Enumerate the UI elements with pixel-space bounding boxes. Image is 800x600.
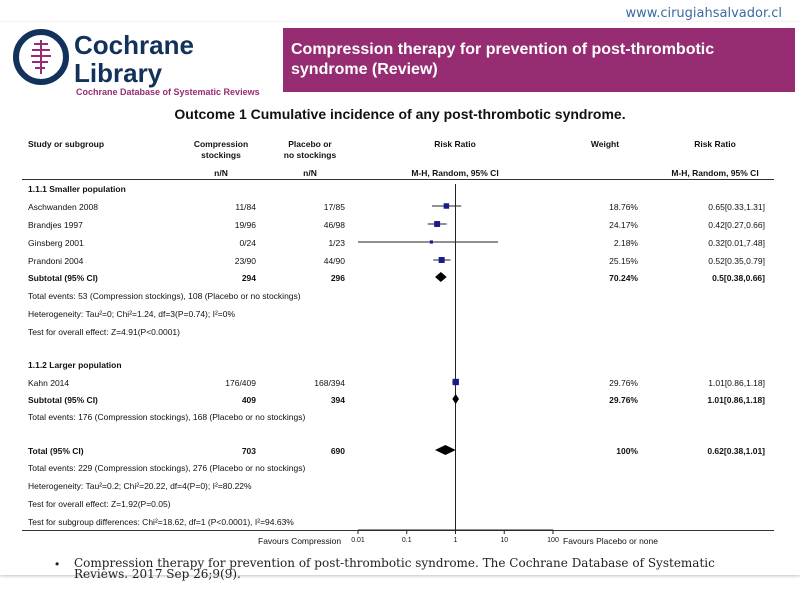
header-study: Study or subgroup [28,139,105,149]
cochrane-logo-icon [13,29,69,85]
ci-value: 1.01[0.86,1.18] [708,378,765,388]
study-name: Kahn 2014 [28,378,70,388]
watermark-text: www.cirugiahsalvador.cl [625,6,782,21]
header-comp-nN: n/N [214,168,228,178]
study-point-marker [443,203,450,209]
placebo-events: 46/98 [323,220,345,230]
x-axis-tick-label: 0.01 [351,537,365,544]
ci-value: 0.52[0.35,0.79] [708,256,765,266]
subtotal-ci: 0.5[0.38,0.66] [712,273,765,283]
total-note: Test for overall effect: Z=1.92(P=0.05) [28,499,171,509]
total-placebo: 690 [330,446,345,456]
review-title: Compression therapy for prevention of po… [291,41,715,78]
axis-right-label: Favours Placebo or none [563,536,658,546]
total-label: Total (95% CI) [28,446,84,456]
group-title: 1.1.1 Smaller population [28,184,126,194]
footnote-bullet: • [55,557,60,571]
placebo-events: 168/394 [314,378,345,388]
study-point-marker [434,221,441,227]
subtotal-diamond [435,272,447,282]
total-diamond [435,445,456,455]
outcome-title: Outcome 1 Cumulative incidence of any po… [174,106,626,122]
x-axis-tick-label: 1 [454,537,458,544]
header-placebo-nN: n/N [303,168,317,178]
review-title-banner: Compression therapy for prevention of po… [283,28,795,92]
header-method-ci: M-H, Random, 95% CI [671,168,759,178]
weight-value: 2.18% [613,238,638,248]
cochrane-logo: Cochrane Library Cochrane Database of Sy… [12,28,282,98]
logo-title-cochrane: Cochrane [74,30,194,60]
ci-value: 0.32[0.01,7.48] [708,238,765,248]
axis-left-label: Favours Compression [258,536,342,546]
group-note: Total events: 53 (Compression stockings)… [28,291,301,301]
comp-events: 11/84 [235,202,256,212]
header-weight: Weight [590,139,620,149]
study-name: Prandoni 2004 [28,256,84,266]
weight-value: 18.76% [609,202,638,212]
header-risk-ratio: Risk Ratio [434,139,476,149]
placebo-events: 17/85 [323,202,345,212]
subtotal-comp: 294 [241,273,256,283]
study-name: Ginsberg 2001 [28,238,84,248]
group-note: Total events: 176 (Compression stockings… [28,412,306,422]
footnote-citation: Compression therapy for prevention of po… [74,556,715,581]
subtotal-label: Subtotal (95% CI) [28,273,98,283]
subtotal-ci: 1.01[0.86,1.18] [707,395,765,405]
logo-title-library: Library [74,58,163,88]
header-placebo-line2: no stockings [283,150,337,160]
subtotal-placebo: 296 [330,273,345,283]
subtotal-label: Subtotal (95% CI) [28,395,98,405]
subtotal-comp: 409 [241,395,256,405]
header-comp-line2: stockings [201,150,241,160]
weight-value: 25.15% [609,256,638,266]
weight-value: 24.17% [609,220,638,230]
subtotal-diamond [452,394,460,404]
comp-events: 176/409 [225,378,256,388]
header-rule [22,179,774,180]
group-note: Heterogeneity: Tau²=0; Chi²=1.24, df=3(P… [28,309,236,319]
ci-value: 0.65[0.33,1.31] [708,202,765,212]
study-point-marker [452,378,459,386]
header-risk-ratio-ci: Risk Ratio [694,139,736,149]
figure-card [0,22,800,575]
comp-events: 19/96 [234,220,256,230]
total-weight: 100% [616,446,638,456]
header-placebo-line1: Placebo or [288,139,332,149]
study-name: Aschwanden 2008 [28,202,98,212]
study-name: Brandjes 1997 [28,220,83,230]
weight-value: 29.76% [609,378,638,388]
study-point-marker [429,240,433,244]
total-comp: 703 [241,446,256,456]
comp-events: 0/24 [239,238,256,248]
placebo-events: 44/90 [323,256,345,266]
total-note: Total events: 229 (Compression stockings… [28,463,306,473]
comp-events: 23/90 [234,256,256,266]
group-note: Test for overall effect: Z=4.91(P<0.0001… [28,327,180,337]
x-axis-tick-label: 10 [500,537,508,544]
header-comp-line1: Compression [193,139,249,149]
total-note: Heterogeneity: Tau²=0.2; Chi²=20.22, df=… [28,481,252,491]
ci-value: 0.42[0.27,0.66] [708,220,765,230]
placebo-events: 1/23 [328,238,345,248]
logo-subtitle: Cochrane Database of Systematic Reviews [76,87,260,97]
total-note: Test for subgroup differences: Chi²=18.6… [28,517,294,527]
x-axis-tick-label: 0.1 [402,537,412,544]
total-ci: 0.62[0.38,1.01] [707,446,765,456]
study-point-marker [438,256,445,264]
subtotal-placebo: 394 [330,395,345,405]
header-method: M-H, Random, 95% CI [411,168,499,178]
subtotal-weight: 29.76% [609,395,638,405]
x-axis-tick-label: 100 [547,537,559,544]
group-title: 1.1.2 Larger population [28,360,122,370]
subtotal-weight: 70.24% [609,273,638,283]
